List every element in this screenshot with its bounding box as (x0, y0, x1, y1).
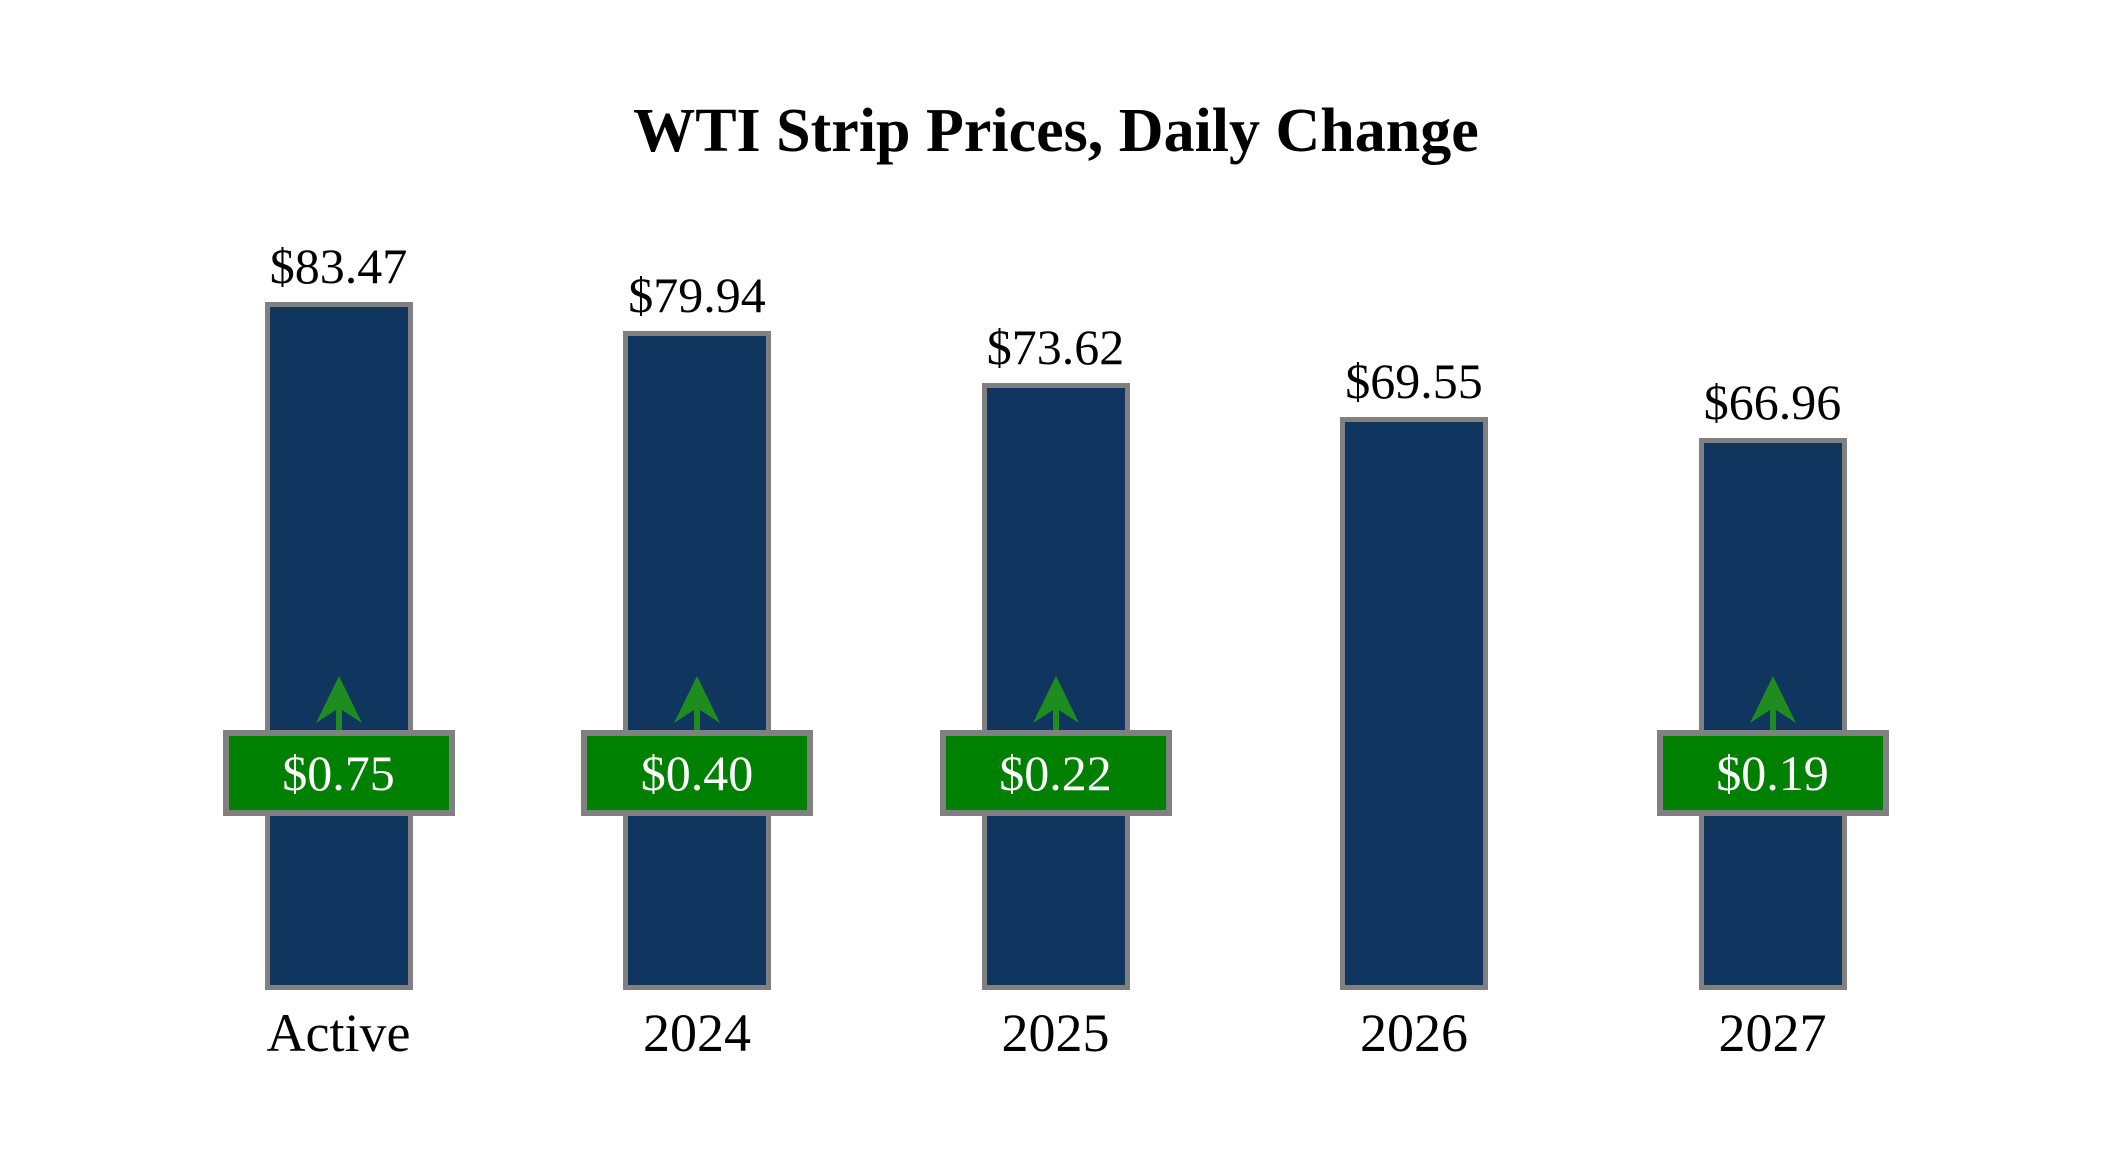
x-axis-label: 2027 (1718, 1003, 1827, 1063)
x-axis-label: Active (266, 1003, 411, 1063)
x-axis-label: 2026 (1360, 1003, 1468, 1063)
change-badge: $0.22 (939, 730, 1172, 816)
bar (1340, 417, 1488, 990)
bar-value-label: $66.96 (1703, 374, 1842, 430)
change-badge-label: $0.40 (640, 745, 754, 801)
bar (623, 331, 771, 990)
change-badge-label: $0.75 (282, 745, 395, 801)
chart-title: WTI Strip Prices, Daily Change (633, 97, 1479, 165)
x-axis-label: 2025 (1001, 1003, 1110, 1063)
change-badge: $0.40 (581, 730, 813, 816)
bar-value-label: $79.94 (628, 267, 766, 323)
bar-value-label: $73.62 (986, 319, 1125, 375)
bar-value-label: $83.47 (269, 238, 408, 294)
up-arrow-icon (1026, 675, 1086, 732)
bar-column: $83.47 $0.75 Active (222, 0, 455, 1152)
x-axis-label: 2024 (643, 1003, 751, 1063)
bar-column: $73.62 $0.22 2025 (939, 0, 1172, 1152)
bar-column: $79.94 $0.40 2024 (581, 0, 813, 1152)
change-badge: $0.19 (1656, 730, 1889, 816)
up-arrow-icon (667, 675, 727, 732)
up-arrow-icon (309, 675, 369, 732)
up-arrow-icon (1743, 675, 1803, 732)
bar (264, 302, 413, 990)
change-badge: $0.75 (222, 730, 455, 816)
change-badge-label: $0.22 (999, 745, 1112, 801)
bar-value-label: $69.55 (1345, 353, 1483, 409)
bar-column: $66.96 $0.19 2027 (1656, 0, 1889, 1152)
bar-column: $69.55 2026 (1298, 0, 1530, 1152)
change-badge-label: $0.19 (1716, 745, 1829, 801)
